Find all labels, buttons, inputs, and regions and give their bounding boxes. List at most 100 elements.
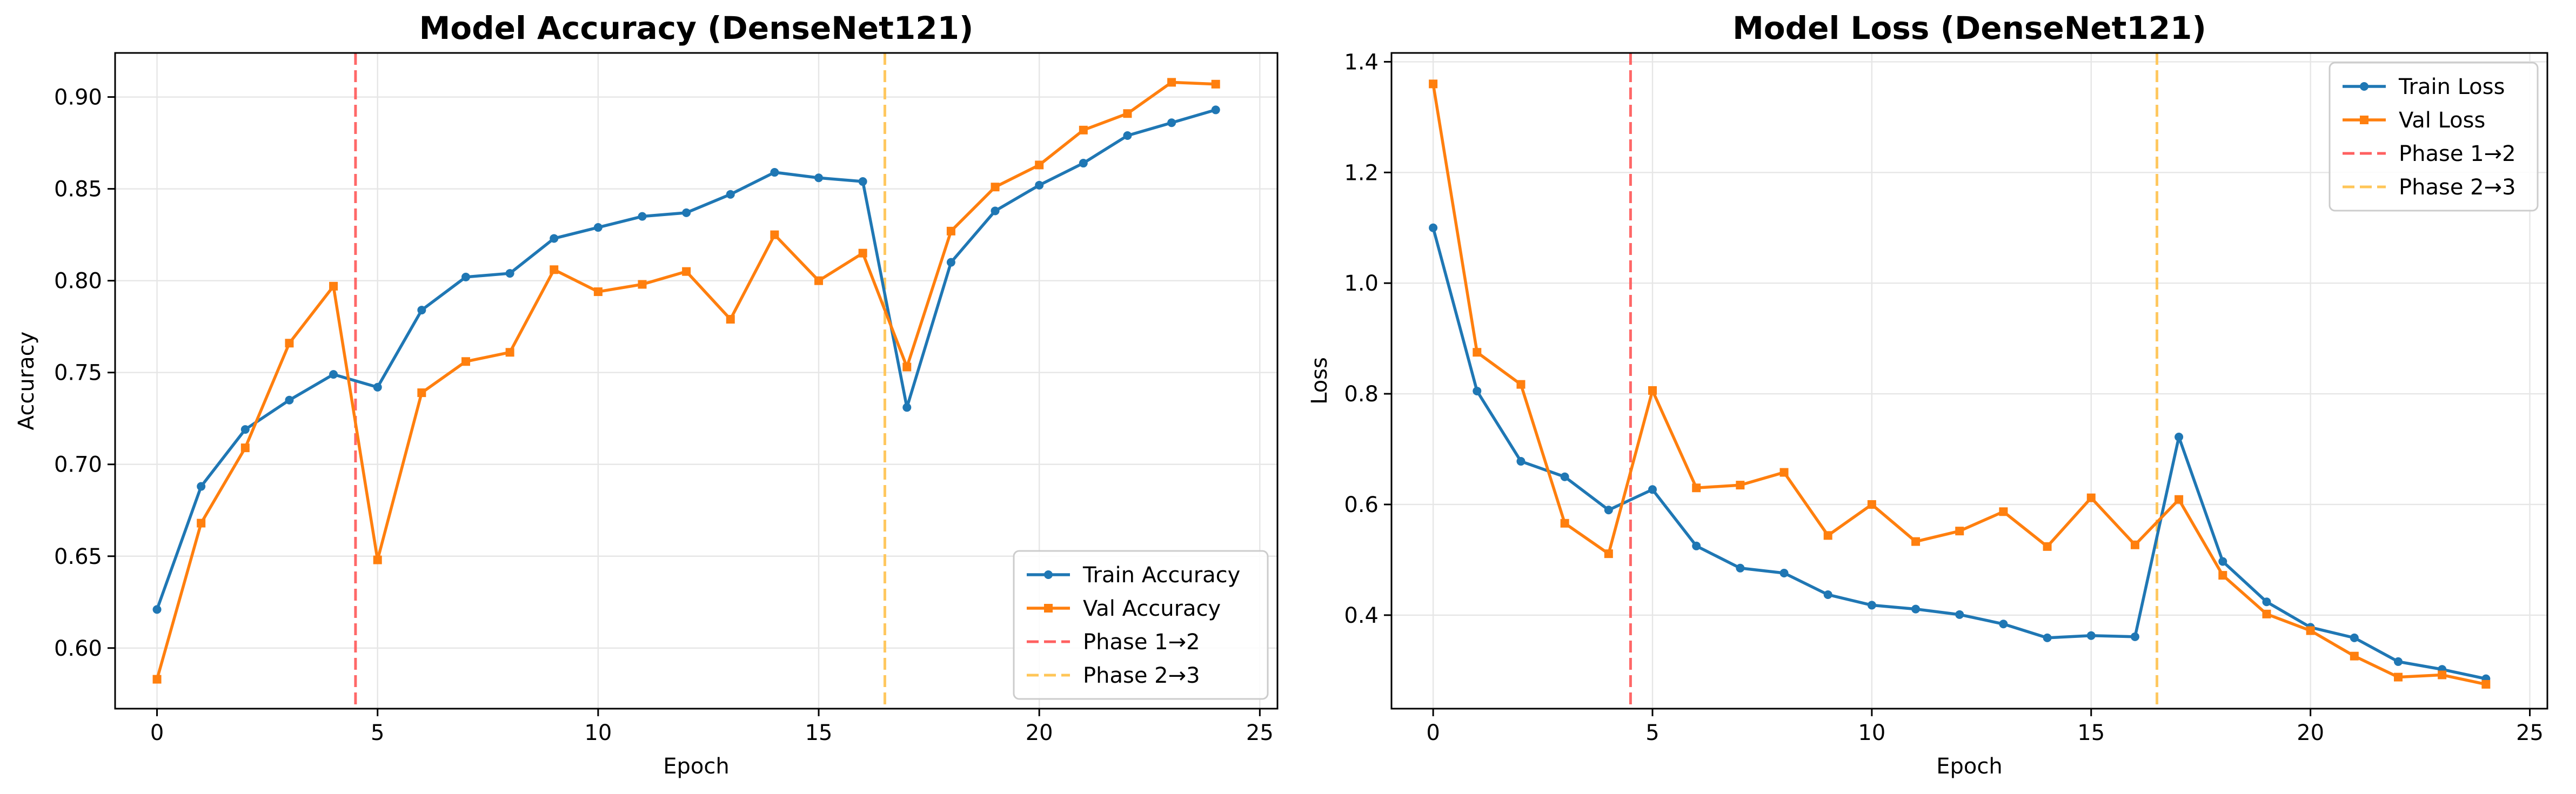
legend-label: Phase 1→2: [1083, 630, 1200, 655]
chart-title: Model Accuracy (DenseNet121): [419, 10, 974, 46]
train-point: [902, 403, 912, 412]
val-point: [1779, 468, 1789, 477]
y-tick-label: 0.90: [54, 85, 102, 110]
x-tick-label: 20: [1026, 721, 1053, 745]
y-tick-label: 0.4: [1344, 603, 1379, 628]
val-point: [417, 388, 426, 398]
val-point: [1516, 380, 1525, 389]
train-point: [505, 269, 514, 278]
train-point: [1823, 590, 1832, 599]
train-point: [1211, 105, 1220, 115]
legend: Train Loss Val Loss Phase 1→2 Phase 2→3: [2329, 62, 2539, 212]
val-point: [1867, 500, 1876, 509]
val-point: [1211, 79, 1220, 89]
train-point: [1604, 506, 1613, 515]
legend-label: Val Loss: [2399, 108, 2485, 133]
val-point: [2481, 679, 2491, 689]
plot-frame: [1390, 52, 2548, 710]
y-tick-label: 0.85: [54, 177, 102, 202]
y-tick-label: 0.80: [54, 269, 102, 294]
val-point: [2262, 609, 2271, 618]
legend-label: Val Accuracy: [1083, 596, 1221, 621]
train-point: [1779, 569, 1789, 578]
legend: Train Accuracy Val Accuracy Phase 1→2 Phase…: [1013, 550, 1269, 700]
val-point: [1911, 537, 1921, 546]
y-axis-label: Loss: [1307, 357, 1332, 405]
train-point: [417, 306, 426, 315]
train-point: [1692, 541, 1701, 550]
train-point: [1999, 620, 2008, 629]
y-tick-label: 0.60: [54, 636, 102, 661]
train-point: [1035, 180, 1044, 190]
val-point: [638, 280, 647, 289]
train-point: [2394, 657, 2403, 666]
val-point: [285, 339, 294, 348]
x-tick-label: 0: [1426, 721, 1440, 745]
train-point: [152, 605, 162, 614]
val-point: [2218, 571, 2227, 580]
train-point: [1560, 472, 1569, 481]
val-point: [329, 281, 338, 291]
y-tick-label: 0.70: [54, 453, 102, 477]
val-point: [2394, 672, 2403, 682]
val-point: [1079, 125, 1088, 134]
legend-label: Train Accuracy: [1082, 563, 1240, 588]
train-point: [285, 395, 294, 405]
x-tick-label: 15: [2077, 721, 2105, 745]
x-tick-label: 25: [1246, 721, 1274, 745]
train-point: [240, 425, 250, 434]
train-point: [858, 177, 867, 186]
legend-swatch-marker: [2360, 116, 2368, 124]
val-point: [1035, 160, 1044, 170]
legend-swatch-marker: [1044, 570, 1053, 579]
val-point: [373, 555, 382, 564]
val-point: [2130, 540, 2139, 549]
legend-box: [1013, 550, 1269, 700]
val-point: [902, 362, 912, 372]
train-point: [2174, 432, 2184, 441]
train-point: [682, 208, 691, 217]
x-tick-label: 10: [584, 721, 612, 745]
train-point: [946, 258, 955, 267]
train-point: [638, 212, 647, 221]
val-point: [1167, 78, 1176, 87]
train-point: [2350, 633, 2359, 642]
x-tick-label: 5: [1645, 721, 1659, 745]
val-point: [2174, 495, 2184, 504]
val-point: [1955, 527, 1964, 536]
train-point: [1167, 118, 1176, 127]
val-point: [2438, 670, 2447, 679]
val-point: [1823, 531, 1832, 540]
train-point: [814, 173, 824, 183]
train-point: [770, 168, 779, 177]
val-point: [1473, 348, 1482, 357]
y-axis-label: Accuracy: [14, 332, 39, 430]
plot-frame: [114, 52, 1279, 710]
val-point: [1999, 507, 2008, 516]
train-point: [1473, 386, 1482, 395]
y-tick-label: 1.0: [1344, 271, 1379, 296]
val-point: [197, 519, 206, 528]
train-point: [1429, 223, 1438, 232]
y-tick-label: 0.65: [54, 544, 102, 569]
train-point: [1955, 610, 1964, 619]
train-point: [550, 234, 559, 243]
val-point: [858, 248, 867, 258]
train-point: [726, 190, 735, 199]
legend-label: Phase 1→2: [2399, 142, 2516, 166]
train-point: [2218, 557, 2227, 566]
legend-swatch-marker: [1044, 604, 1053, 613]
y-tick-label: 0.75: [54, 361, 102, 386]
val-point: [1648, 386, 1657, 395]
train-point: [1516, 457, 1525, 466]
val-point: [2086, 493, 2096, 502]
y-tick-label: 1.2: [1344, 160, 1379, 185]
val-point: [2043, 542, 2052, 551]
val-point: [2350, 651, 2359, 661]
train-point: [1736, 563, 1745, 573]
val-point: [991, 183, 1000, 192]
train-point: [1648, 485, 1657, 494]
val-point: [726, 315, 735, 324]
legend-swatch-marker: [2360, 82, 2368, 91]
